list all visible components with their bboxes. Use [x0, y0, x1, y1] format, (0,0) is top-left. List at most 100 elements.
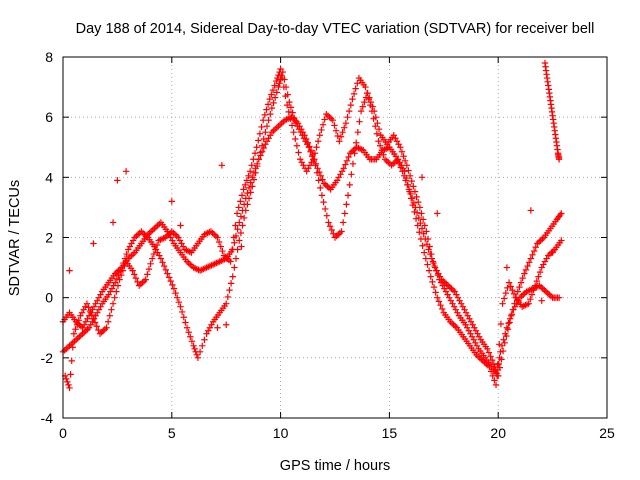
data-point: [149, 226, 156, 234]
data-point: [247, 189, 254, 196]
data-point: [361, 98, 368, 106]
data-point: [84, 315, 91, 322]
data-point: [175, 234, 182, 241]
data-point: [536, 268, 544, 276]
data-point: [125, 246, 132, 253]
data-point: [97, 303, 104, 310]
data-point: [91, 319, 99, 326]
data-point: [109, 300, 117, 307]
data-point: [165, 274, 173, 281]
data-point: [287, 115, 294, 122]
data-point: [268, 129, 276, 136]
data-point: [149, 255, 156, 262]
data-point: [73, 321, 81, 328]
data-point: [341, 124, 348, 131]
data-point: [307, 148, 314, 155]
data-point: [77, 332, 85, 339]
data-point: [345, 153, 352, 161]
data-point: [542, 288, 550, 295]
data-point: [435, 298, 443, 305]
data-point: [337, 133, 345, 140]
data-point: [266, 95, 273, 103]
data-point: [97, 291, 104, 298]
data-point: [270, 127, 277, 134]
data-point: [470, 336, 477, 343]
data-point: [403, 174, 410, 182]
data-point: [518, 292, 525, 300]
chart-title: Day 188 of 2014, Sidereal Day-to-day VTE…: [76, 21, 595, 37]
data-point: [203, 330, 210, 337]
data-point: [314, 138, 322, 145]
data-point: [356, 118, 363, 125]
data-point: [131, 234, 139, 241]
data-point: [446, 283, 453, 291]
data-point: [527, 295, 534, 303]
data-point: [177, 303, 184, 310]
data-point: [206, 324, 214, 331]
data-point: [338, 168, 346, 175]
data-point: [424, 235, 432, 243]
data-point: [182, 319, 189, 326]
data-point: [343, 157, 351, 164]
data-point: [180, 243, 187, 250]
data-point: [242, 207, 249, 214]
data-point: [494, 361, 501, 368]
data-point: [428, 250, 435, 258]
data-point: [283, 101, 291, 109]
data-point: [400, 153, 407, 160]
data-point: [85, 304, 92, 311]
data-point: [303, 168, 310, 175]
data-point: [169, 237, 176, 244]
data-point: [66, 342, 73, 349]
data-point: [323, 110, 330, 118]
data-point: [267, 132, 274, 139]
data-point: [273, 89, 280, 96]
data-point: [544, 289, 551, 297]
data-point: [558, 210, 565, 217]
data-point: [111, 294, 118, 301]
data-point: [154, 222, 161, 229]
data-point: [510, 290, 518, 298]
data-point: [419, 216, 427, 223]
data-point: [162, 266, 170, 274]
data-point: [438, 305, 446, 313]
data-point: [164, 270, 171, 277]
data-points: [59, 59, 565, 392]
data-point: [69, 344, 76, 351]
data-point: [122, 168, 130, 175]
data-point: [543, 255, 550, 262]
data-point: [411, 188, 419, 195]
data-point: [188, 338, 196, 345]
data-point: [201, 336, 208, 343]
data-point: [537, 283, 545, 291]
data-point: [504, 284, 511, 292]
data-point: [180, 314, 187, 321]
data-point: [245, 195, 253, 202]
data-point: [349, 95, 356, 103]
data-point: [252, 169, 259, 177]
data-point: [464, 312, 471, 319]
data-point: [212, 232, 220, 240]
data-point: [507, 283, 514, 290]
data-point: [85, 324, 93, 331]
data-point: [323, 212, 331, 219]
data-point: [84, 326, 91, 333]
data-point: [68, 357, 75, 365]
data-point: [271, 126, 279, 133]
data-point: [94, 297, 101, 304]
data-point: [322, 205, 329, 213]
data-point: [382, 145, 390, 152]
data-point: [487, 353, 494, 360]
data-point: [380, 151, 387, 158]
data-point: [393, 138, 401, 145]
data-point: [131, 271, 138, 278]
data-point: [326, 223, 334, 230]
data-point: [357, 107, 365, 115]
data-point: [412, 215, 420, 222]
data-point: [256, 130, 264, 137]
data-point: [258, 148, 266, 155]
data-point: [275, 83, 282, 91]
data-point: [172, 289, 179, 297]
data-point: [474, 330, 481, 337]
data-point: [245, 172, 252, 180]
